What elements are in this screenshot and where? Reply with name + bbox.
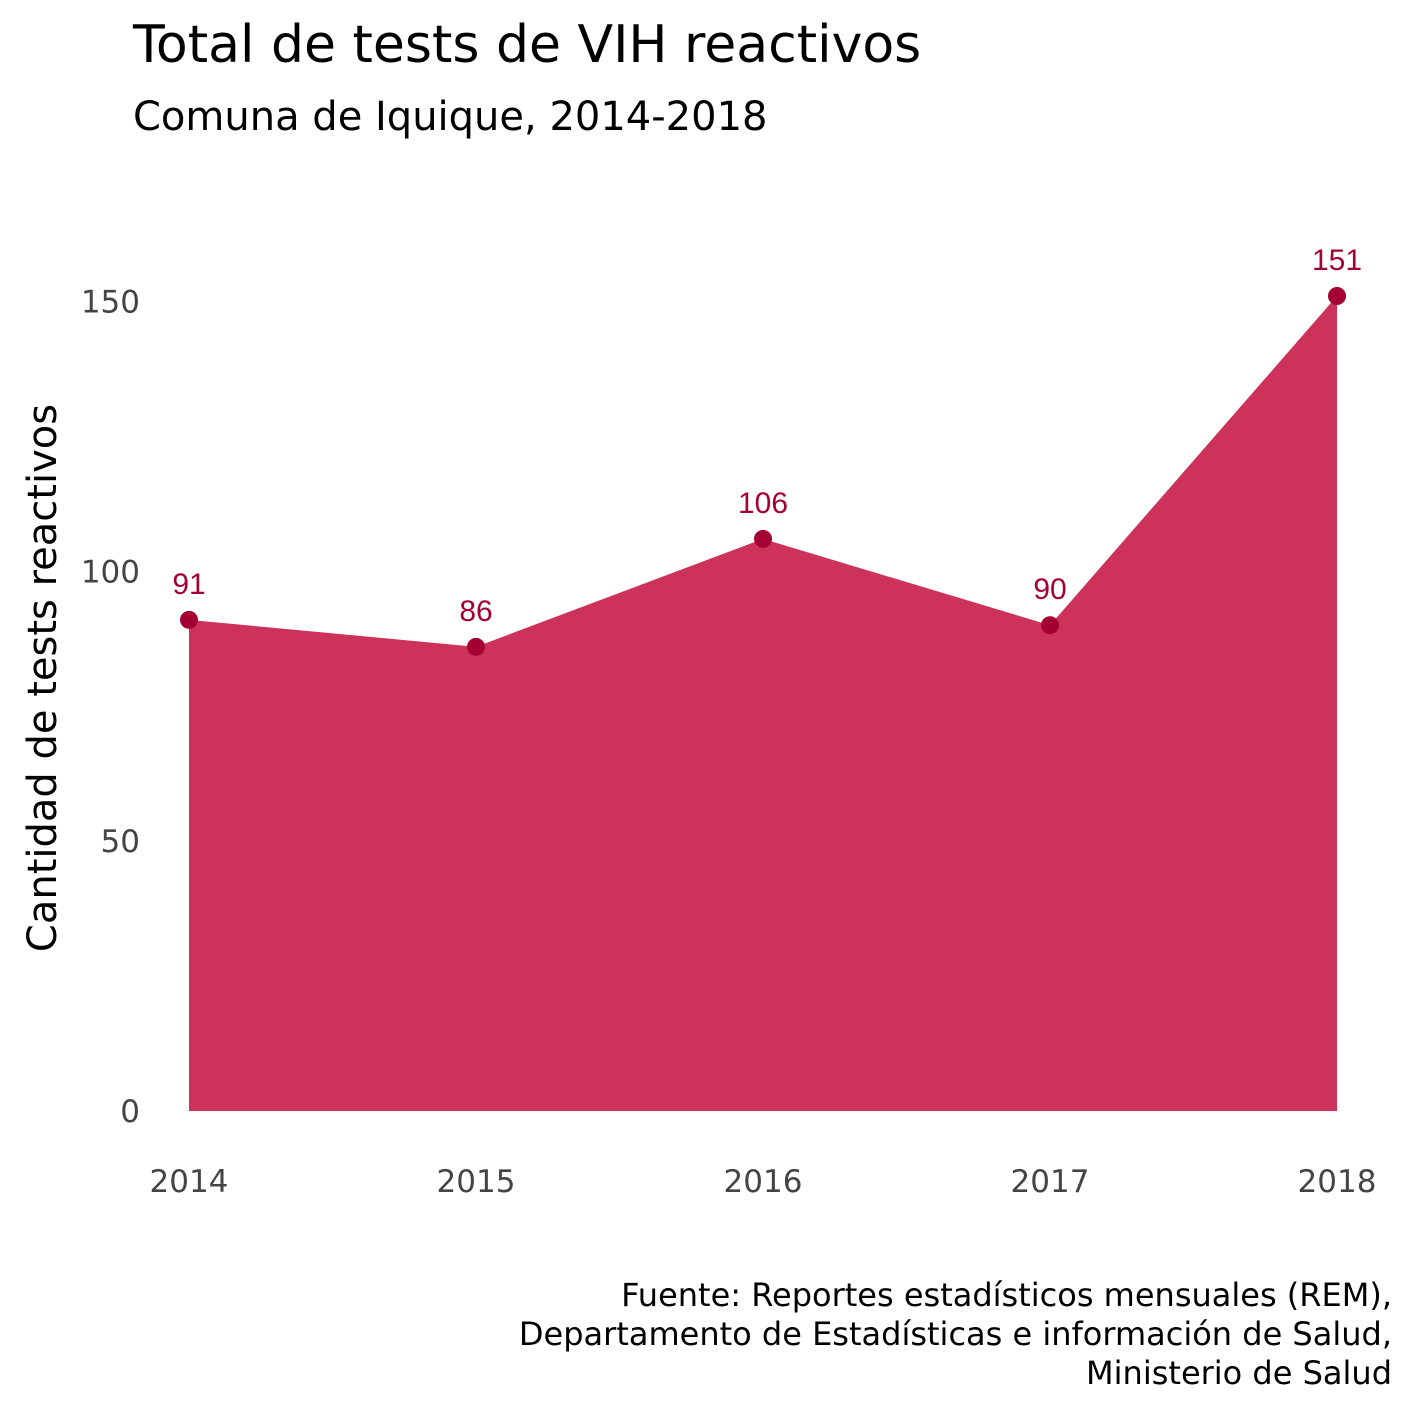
- data-point: [467, 637, 485, 656]
- y-tick-label: 0: [120, 1094, 140, 1130]
- y-axis-label: Cantidad de tests reactivos: [20, 404, 66, 952]
- data-point: [1041, 616, 1059, 635]
- y-tick-label: 50: [101, 824, 140, 860]
- data-label: 106: [738, 487, 788, 520]
- caption: Fuente: Reportes estadísticos mensuales …: [519, 1276, 1392, 1392]
- chart-subtitle: Comuna de Iquique, 2014-2018: [133, 94, 767, 140]
- data-point: [180, 610, 198, 629]
- x-tick-label: 2016: [724, 1164, 803, 1200]
- chart-title: Total de tests de VIH reactivos: [132, 15, 921, 75]
- data-point: [754, 529, 772, 548]
- plot-area: 0 50 100 150 2014 2015 2016 2017 2018 91 86 106 90 15…: [81, 244, 1377, 1200]
- x-tick-label: 2017: [1011, 1164, 1090, 1200]
- caption-line-3: Ministerio de Salud: [1086, 1354, 1392, 1392]
- data-label: 151: [1312, 244, 1362, 277]
- x-tick-label: 2014: [150, 1164, 229, 1200]
- caption-line-1: Fuente: Reportes estadísticos mensuales …: [621, 1276, 1392, 1314]
- x-tick-label: 2015: [437, 1164, 516, 1200]
- data-label: 90: [1033, 573, 1066, 606]
- data-label: 91: [172, 568, 205, 601]
- area-series: [189, 296, 1337, 1111]
- y-tick-label: 150: [81, 284, 140, 320]
- caption-line-2: Departamento de Estadísticas e informaci…: [519, 1315, 1392, 1353]
- data-label: 86: [459, 595, 492, 628]
- y-tick-label: 100: [81, 554, 140, 590]
- data-point: [1328, 287, 1346, 305]
- x-tick-label: 2018: [1298, 1164, 1377, 1200]
